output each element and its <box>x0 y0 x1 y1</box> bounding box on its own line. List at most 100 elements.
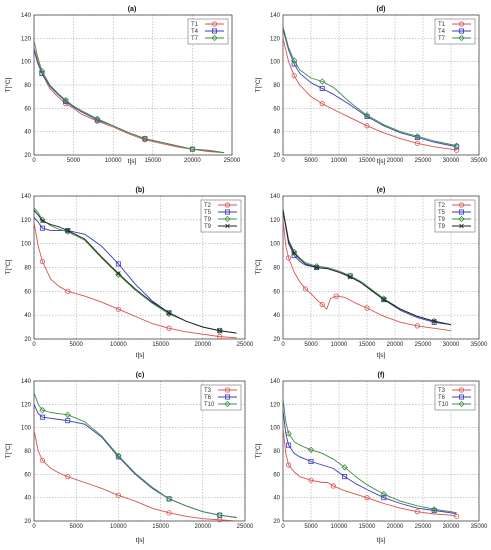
data-point <box>39 258 46 265</box>
data-point <box>286 442 292 448</box>
data-point <box>39 407 46 414</box>
series-line-t3 <box>282 427 457 517</box>
legend-label: T1 <box>438 22 446 28</box>
y-tick-label: 120 <box>270 402 281 408</box>
data-point <box>166 325 172 331</box>
data-point <box>291 57 298 64</box>
data-point <box>40 218 45 224</box>
y-axis-label: T[°C] <box>254 259 262 274</box>
y-tick-label: 40 <box>273 130 280 136</box>
data-point <box>308 477 314 483</box>
x-tick-label: 10000 <box>331 524 348 530</box>
legend-item: T2 <box>438 202 471 209</box>
x-tick-label: 10000 <box>105 158 122 164</box>
data-point <box>319 86 325 92</box>
data-point <box>217 328 222 333</box>
x-axis-label: t[s] <box>128 158 137 165</box>
y-tick-label: 60 <box>273 289 280 295</box>
x-tick-label: 10000 <box>110 524 127 530</box>
legend-label: T5 <box>204 210 212 216</box>
data-point <box>285 430 292 437</box>
data-point <box>224 209 230 215</box>
y-axis-label: T[°C] <box>254 77 262 92</box>
data-point <box>211 34 218 42</box>
x-tick-label: 15000 <box>144 158 161 164</box>
legend-item: T1 <box>438 21 471 28</box>
y-tick-label: 140 <box>21 13 32 19</box>
y-tick-label: 80 <box>24 449 31 455</box>
data-point <box>302 286 308 292</box>
data-point <box>308 458 314 464</box>
legend-label: T5 <box>438 210 446 216</box>
series-line-t3 <box>33 429 237 522</box>
series-line-t6 <box>282 410 457 515</box>
legend-label: T2 <box>204 203 212 209</box>
data-point <box>211 28 217 34</box>
data-point <box>458 28 464 34</box>
legend-box <box>200 384 242 411</box>
x-tick-label: 20000 <box>387 524 404 530</box>
data-point <box>431 318 437 324</box>
legend-label: T7 <box>191 36 199 42</box>
legend-item: T3 <box>438 387 471 394</box>
x-tick-label: 15000 <box>152 524 169 530</box>
data-point <box>414 133 421 140</box>
x-tick-label: 20000 <box>387 342 404 348</box>
data-point <box>431 506 438 513</box>
x-tick-label: 25000 <box>415 158 432 164</box>
y-tick-label: 140 <box>270 379 281 385</box>
data-point <box>115 452 122 459</box>
data-point <box>453 142 460 149</box>
x-tick-label: 30000 <box>443 158 460 164</box>
y-axis-label: T[°C] <box>254 443 262 458</box>
data-point <box>363 112 371 119</box>
x-tick-label: 35000 <box>471 342 488 348</box>
series-line-t9 <box>282 210 452 326</box>
data-point <box>216 327 223 334</box>
legend-label: T9 <box>204 224 212 230</box>
legend-item: T2 <box>204 202 237 209</box>
data-point <box>285 462 292 468</box>
legend-label: T3 <box>438 388 446 394</box>
x-axis-label: t[s] <box>136 352 145 359</box>
data-point <box>65 228 71 234</box>
data-point <box>165 495 173 502</box>
y-tick-label: 20 <box>24 153 31 159</box>
x-tick-label: 30000 <box>443 524 460 530</box>
y-tick-label: 20 <box>273 519 280 525</box>
y-tick-label: 40 <box>24 130 31 136</box>
legend-item: T7 <box>438 34 471 42</box>
legend-item: T3 <box>204 387 237 394</box>
chart-panel-1: 0 5000 10000 15000 20000 25000 20 40 60 80 100 120 1… <box>4 6 241 165</box>
y-tick-label: 20 <box>273 337 280 343</box>
y-tick-label: 100 <box>21 60 32 66</box>
y-tick-label: 80 <box>273 266 280 272</box>
data-point <box>453 513 460 519</box>
series-line-t1 <box>282 38 457 151</box>
data-point <box>165 310 173 318</box>
legend-label: T9 <box>438 224 446 230</box>
legend-box <box>187 18 229 45</box>
data-point <box>115 492 122 498</box>
legend-box <box>434 18 476 45</box>
y-tick-label: 20 <box>24 337 31 343</box>
data-point <box>364 495 370 501</box>
legend-item: T9 <box>438 215 471 223</box>
legend-item: T4 <box>191 28 224 35</box>
data-point <box>431 319 437 325</box>
x-tick-label: 10000 <box>331 342 348 348</box>
x-tick-label: 20000 <box>184 158 201 164</box>
plot-frame <box>33 14 233 156</box>
data-point <box>431 507 437 513</box>
y-tick-label: 40 <box>273 313 280 319</box>
plot-frame <box>282 195 480 340</box>
x-tick-label: 25000 <box>415 342 432 348</box>
x-tick-label: 5000 <box>70 342 84 348</box>
data-point <box>291 250 297 256</box>
data-point <box>216 512 223 519</box>
y-tick-label: 60 <box>24 289 31 295</box>
data-point <box>115 454 121 460</box>
legend-label: T1 <box>191 22 199 28</box>
data-point <box>64 411 71 418</box>
